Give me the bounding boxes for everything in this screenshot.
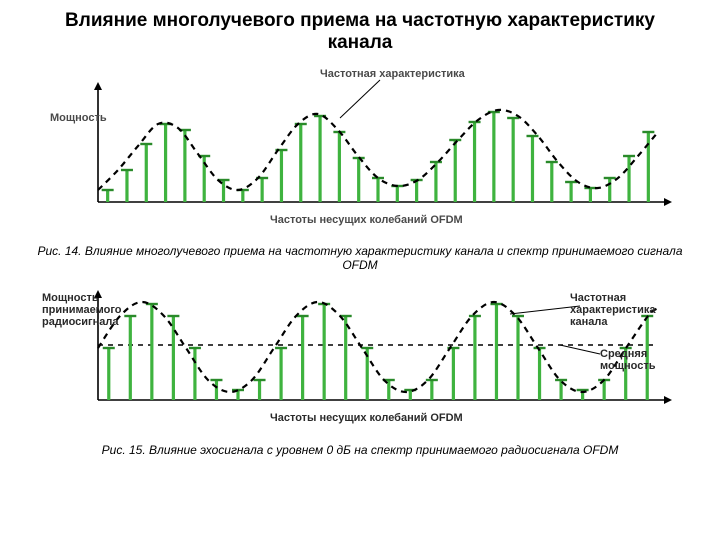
chart-2: Мощность принимаемого радиосигнала Часто… [40,282,680,437]
chart-1: Мощность Частотная характеристика Частот… [40,68,680,238]
chart2-envelope-label: Частотная характеристика канала [570,292,680,328]
caption-1: Рис. 14. Влияние многолучевого приема на… [0,238,720,278]
chart2-avg-label: Средняя мощность [600,348,680,372]
page-title: Влияние многолучевого приема на частотну… [0,0,720,62]
caption-2: Рис. 15. Влияние эхосигнала с уровнем 0 … [0,437,720,463]
chart2-x-label: Частоты несущих колебаний OFDM [270,412,463,424]
chart2-y-label: Мощность принимаемого радиосигнала [42,292,142,328]
chart-1-svg [40,68,680,238]
chart1-envelope-label: Частотная характеристика [320,68,465,80]
chart1-y-label: Мощность [50,112,107,124]
chart1-x-label: Частоты несущих колебаний OFDM [270,214,463,226]
